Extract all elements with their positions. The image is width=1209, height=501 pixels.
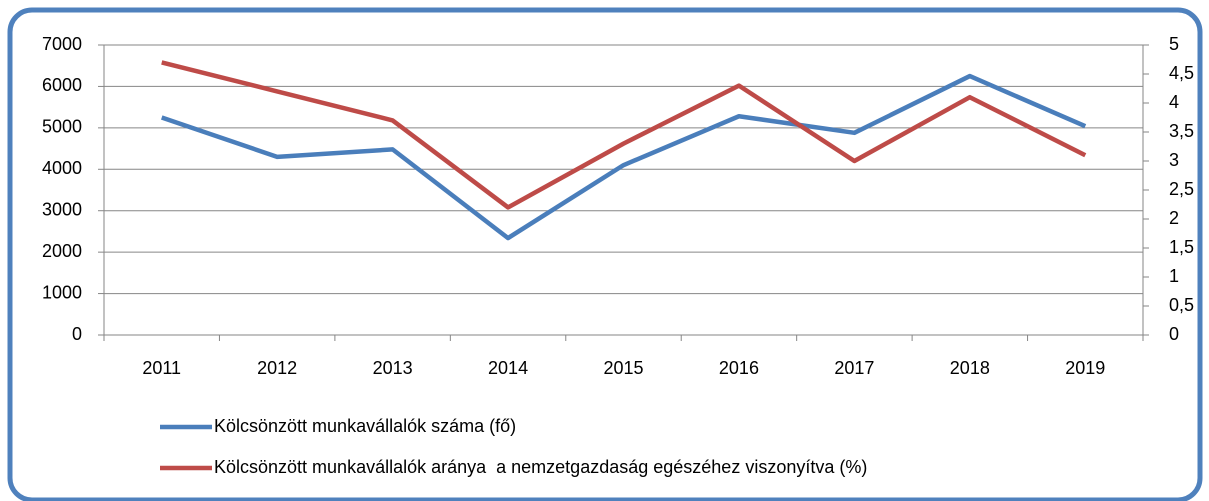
x-tick-label: 2016 <box>719 358 759 378</box>
y-tick-label: 1000 <box>42 282 82 302</box>
x-tick-label: 2017 <box>834 358 874 378</box>
y-tick-label: 7000 <box>42 34 82 54</box>
y2-tick-label: 2 <box>1169 208 1179 228</box>
y2-tick-label: 4,5 <box>1169 63 1194 83</box>
y2-tick-label: 3 <box>1169 150 1179 170</box>
y2-tick-label: 3,5 <box>1169 121 1194 141</box>
y-tick-label: 6000 <box>42 75 82 95</box>
x-tick-label: 2011 <box>142 358 181 378</box>
series-line <box>160 73 1087 241</box>
y2-tick-label: 1,5 <box>1169 237 1194 257</box>
x-tick-label: 2019 <box>1065 358 1105 378</box>
x-tick-label: 2013 <box>373 358 413 378</box>
series-line <box>161 60 1087 210</box>
y-tick-label: 3000 <box>42 199 82 219</box>
y2-tick-label: 2,5 <box>1169 179 1194 199</box>
y-tick-label: 4000 <box>42 158 82 178</box>
y2-tick-label: 0,5 <box>1169 295 1194 315</box>
y-tick-label: 2000 <box>42 241 82 261</box>
y-tick-label: 0 <box>72 324 82 344</box>
x-tick-label: 2015 <box>603 358 643 378</box>
x-tick-label: 2014 <box>488 358 528 378</box>
y2-tick-label: 5 <box>1169 34 1179 54</box>
x-tick-label: 2012 <box>257 358 297 378</box>
x-tick-label: 2018 <box>950 358 990 378</box>
y2-tick-label: 0 <box>1169 324 1179 344</box>
legend-label: Kölcsönzött munkavállalók száma (fő) <box>214 416 516 436</box>
legend-label: Kölcsönzött munkavállalók aránya a nemze… <box>214 457 867 477</box>
y2-tick-label: 4 <box>1169 92 1179 112</box>
y-tick-label: 5000 <box>42 117 82 137</box>
y2-tick-label: 1 <box>1169 266 1179 286</box>
